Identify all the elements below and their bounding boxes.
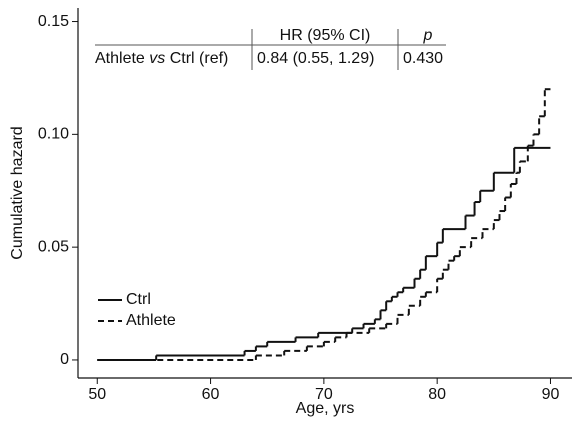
y-tick-label: 0 — [60, 351, 69, 368]
label-part: Ctrl (ref) — [170, 50, 229, 67]
x-axis-label: Age, yrs — [296, 400, 355, 417]
results-table: HR (95% CI) p Athlete vs Ctrl (ref) 0.84… — [95, 27, 446, 70]
y-tick-label: 0.15 — [38, 13, 69, 30]
table-header: HR (95% CI) — [280, 27, 371, 44]
y-tick-label: 0.10 — [38, 126, 69, 143]
label-part: vs — [149, 50, 165, 67]
y-axis-label: Cumulative hazard — [9, 126, 26, 259]
x-tick-label: 60 — [202, 386, 220, 403]
table-header: p — [423, 27, 433, 44]
table-cell: 0.84 (0.55, 1.29) — [257, 50, 374, 67]
x-tick-label: 50 — [88, 386, 106, 403]
legend-label: Athlete — [126, 312, 176, 329]
x-tick-label: 80 — [428, 386, 446, 403]
x-tick-label: 90 — [542, 386, 560, 403]
legend-label: Ctrl — [126, 291, 151, 308]
label-part: Athlete — [95, 50, 145, 67]
x-tick-label: 70 — [315, 386, 333, 403]
y-tick-label: 0.05 — [38, 238, 69, 255]
table-cell: 0.430 — [403, 50, 443, 67]
table-row-label: Athlete vs Ctrl (ref) — [95, 50, 228, 67]
